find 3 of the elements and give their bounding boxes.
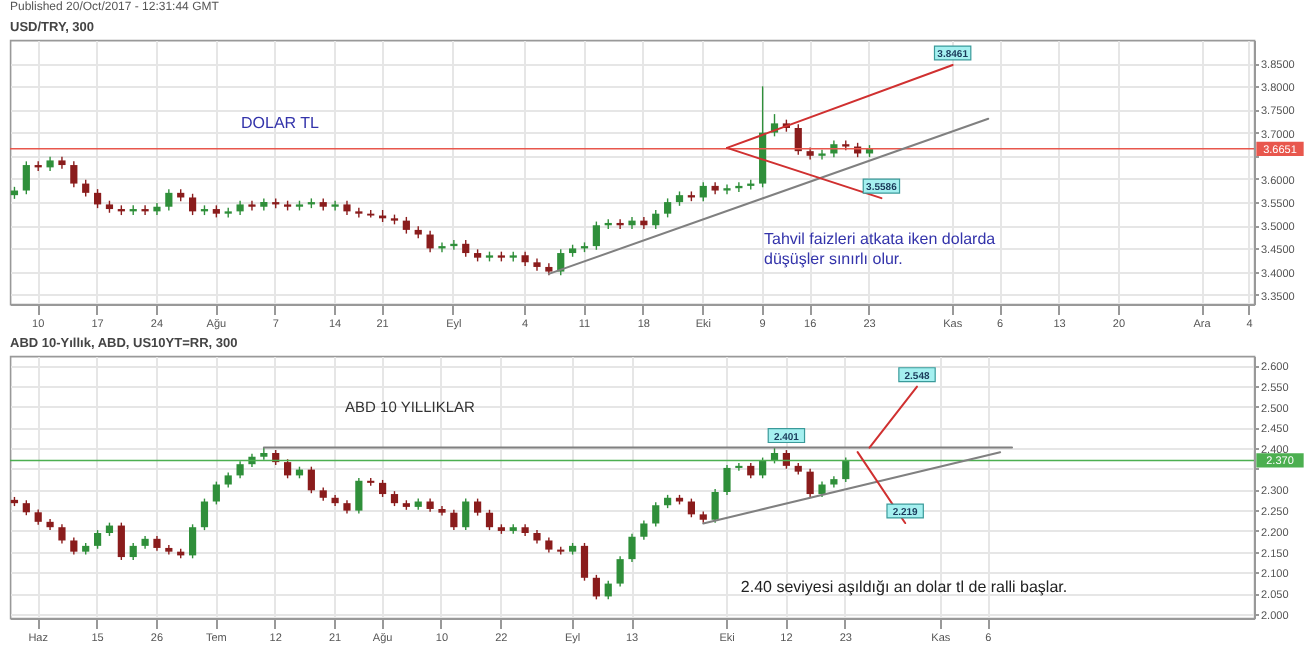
annotation: 2.40 seviyesi aşıldığı an dolar tl de ralli başlar.	[740, 578, 1068, 596]
annotation: Tahvil faizleri atkata iken dolarda düşüşler sınırlı olur.	[764, 230, 997, 268]
annotation: DOLAR TL	[241, 114, 321, 132]
